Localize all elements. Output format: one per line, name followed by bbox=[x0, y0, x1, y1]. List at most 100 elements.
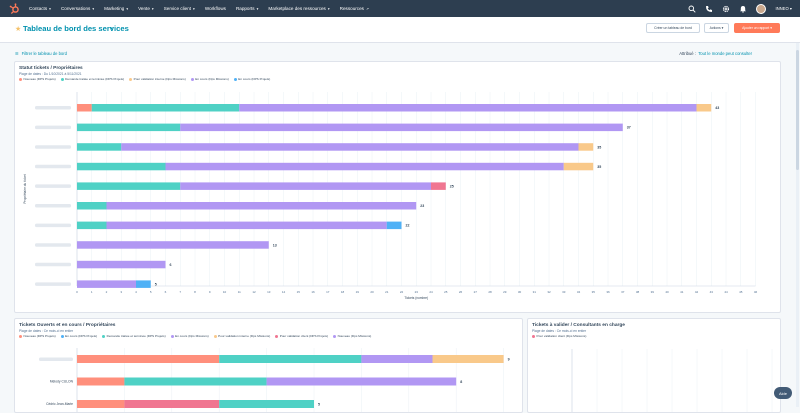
bar-segment[interactable] bbox=[563, 162, 594, 171]
bar-segment[interactable] bbox=[77, 104, 92, 112]
report-card-tickets-ouverts: Tickets Ouverts et en cours / Propriétai… bbox=[14, 318, 523, 413]
star-icon[interactable]: ★ bbox=[15, 26, 22, 33]
bar-segment[interactable] bbox=[77, 355, 220, 363]
nav-item-marketplace[interactable]: Marketplace des ressources ▾ bbox=[268, 6, 330, 11]
bar-segment[interactable] bbox=[432, 355, 504, 363]
add-report-button[interactable]: Ajouter un rapport ▾ bbox=[734, 23, 780, 33]
bar-segment[interactable] bbox=[91, 104, 240, 112]
phone-icon[interactable] bbox=[705, 5, 713, 13]
bar-segment[interactable] bbox=[696, 104, 712, 112]
bar-segment[interactable] bbox=[106, 202, 417, 210]
legend-item[interactable]: Nouveau (Dps Missions) bbox=[333, 334, 371, 338]
card-title[interactable]: Statut tickets / Propriétaires bbox=[19, 66, 83, 71]
legend-swatch bbox=[19, 77, 22, 81]
bar-segment[interactable] bbox=[124, 400, 220, 408]
search-icon[interactable] bbox=[688, 5, 697, 13]
nav-item-contacts[interactable]: Contacts ▾ bbox=[29, 6, 51, 11]
bar-segment[interactable] bbox=[431, 182, 446, 190]
bar-segment[interactable] bbox=[219, 400, 314, 408]
nav-item-vente[interactable]: Vente ▾ bbox=[138, 6, 154, 11]
bar-segment[interactable] bbox=[578, 143, 594, 151]
assigned-link[interactable]: Tout le monde peut consulter bbox=[698, 51, 752, 56]
nav-item-rapports[interactable]: Rapports ▾ bbox=[235, 6, 259, 11]
bar-segment[interactable] bbox=[77, 280, 136, 288]
nav-item-workflows[interactable]: Workflows bbox=[204, 6, 226, 11]
bar-segment[interactable] bbox=[77, 202, 107, 210]
legend-swatch bbox=[170, 334, 174, 338]
gear-icon[interactable] bbox=[722, 5, 730, 13]
legend-item[interactable]: Pour validation interne (Dps Missions) bbox=[129, 77, 186, 81]
x-tick-label: 38 bbox=[636, 290, 640, 294]
bar-segment[interactable] bbox=[361, 355, 433, 363]
page-scrollbar-thumb[interactable] bbox=[796, 50, 799, 170]
legend-label: Demande traitée et terminée (DPS Projets… bbox=[65, 77, 125, 81]
x-tick-label: 5 bbox=[150, 290, 152, 294]
bar-segment[interactable] bbox=[77, 182, 181, 190]
bar-segment[interactable] bbox=[77, 241, 269, 249]
nav-item-ressources[interactable]: Ressources ↗ bbox=[339, 6, 369, 11]
bar-total-label: 25 bbox=[450, 184, 454, 188]
legend-item[interactable]: En cours (DPS Projets) bbox=[60, 334, 97, 338]
legend-item[interactable]: En cours (DPS Projets) bbox=[233, 77, 270, 81]
avatar[interactable] bbox=[756, 3, 767, 14]
bar-total-label: 43 bbox=[715, 106, 719, 110]
legend-item[interactable]: Nouveau (DPS Projets) bbox=[19, 77, 56, 81]
account-menu[interactable]: INNEO ▾ bbox=[775, 6, 792, 11]
bar-segment[interactable] bbox=[180, 123, 623, 132]
bar-segment[interactable] bbox=[77, 400, 125, 408]
bar-segment[interactable] bbox=[121, 143, 579, 151]
create-dashboard-button[interactable]: Créer un tableau de bord bbox=[646, 23, 700, 33]
actions-button[interactable]: Actions ▾ bbox=[704, 23, 729, 33]
legend-item[interactable]: Nouveau (DPS Projets) bbox=[19, 334, 56, 338]
legend-item[interactable]: Demande traitée et terminée (DPS Projets… bbox=[60, 77, 125, 81]
legend-item[interactable]: Pour validation client (Dps Missions) bbox=[532, 334, 586, 338]
bar-segment[interactable] bbox=[77, 260, 166, 269]
chart-tickets-ouverts: 9 Mélody CULON 8 Cédric Jean-Marie 5 bbox=[39, 348, 510, 412]
bar-segment[interactable] bbox=[386, 221, 402, 230]
bar-segment[interactable] bbox=[219, 355, 362, 363]
bar-segment[interactable] bbox=[77, 123, 181, 132]
bar-total-label: 23 bbox=[420, 204, 424, 208]
bar-segment[interactable] bbox=[77, 221, 107, 230]
hubspot-logo-icon[interactable] bbox=[9, 2, 21, 15]
bar-segment[interactable] bbox=[77, 377, 125, 386]
x-tick-label: 27 bbox=[474, 290, 478, 294]
bar-segment[interactable] bbox=[77, 162, 166, 171]
x-tick-label: 25 bbox=[444, 290, 448, 294]
x-tick-label: 17 bbox=[326, 290, 330, 294]
x-tick-label: 20 bbox=[370, 290, 374, 294]
legend-item[interactable]: En cours (Dps Missions) bbox=[170, 334, 209, 338]
legend-swatch bbox=[60, 334, 64, 338]
bar-segment[interactable] bbox=[266, 377, 457, 386]
legend-item[interactable]: Demande traitée et terminée (DPS Projets… bbox=[102, 334, 166, 338]
nav-item-marketing[interactable]: Marketing ▾ bbox=[104, 6, 129, 11]
help-button[interactable]: Aide bbox=[774, 387, 792, 399]
card-title[interactable]: Tickets à valider / Consultants en charg… bbox=[532, 323, 625, 328]
filter-icon: ☰ bbox=[15, 51, 19, 56]
bar-segment[interactable] bbox=[106, 221, 387, 230]
x-tick-label: 10 bbox=[223, 290, 227, 294]
bell-icon[interactable] bbox=[739, 5, 747, 13]
bar-segment[interactable] bbox=[239, 104, 697, 112]
chevron-down-icon[interactable]: ▾ bbox=[110, 26, 113, 32]
bar-segment[interactable] bbox=[136, 280, 151, 288]
x-tick-label: 34 bbox=[577, 290, 581, 294]
card-subtitle: Plage de dates : Du 1/10/2021 à 5/11/202… bbox=[19, 72, 82, 76]
chart-legend: Pour validation client (Dps Missions) bbox=[532, 334, 586, 338]
legend-item[interactable]: En cours (Dps Missions) bbox=[190, 77, 229, 81]
bar-total-label: 8 bbox=[460, 380, 462, 384]
nav-item-conversations[interactable]: Conversations ▾ bbox=[60, 6, 95, 11]
filter-dashboard-link[interactable]: ☰ Filtrer le tableau de bord bbox=[15, 51, 67, 56]
bar-segment[interactable] bbox=[165, 162, 564, 171]
bar-segment[interactable] bbox=[124, 377, 267, 386]
page-scrollbar[interactable] bbox=[796, 43, 799, 407]
chevron-down-icon: ▾ bbox=[193, 6, 195, 11]
page-title[interactable]: Tableau de bord des services bbox=[23, 24, 129, 33]
bar-segment[interactable] bbox=[180, 182, 431, 190]
card-title[interactable]: Tickets Ouverts et en cours / Propriétai… bbox=[19, 323, 116, 328]
legend-item[interactable]: Pour validation client (DPS Projets) bbox=[275, 334, 328, 338]
legend-item[interactable]: Pour validation interne (Dps Missions) bbox=[213, 334, 270, 338]
nav-item-service-client[interactable]: Service client ▾ bbox=[163, 6, 195, 11]
legend-label: Demande traitée et terminée (DPS Projets… bbox=[106, 334, 166, 338]
bar-segment[interactable] bbox=[77, 143, 122, 151]
